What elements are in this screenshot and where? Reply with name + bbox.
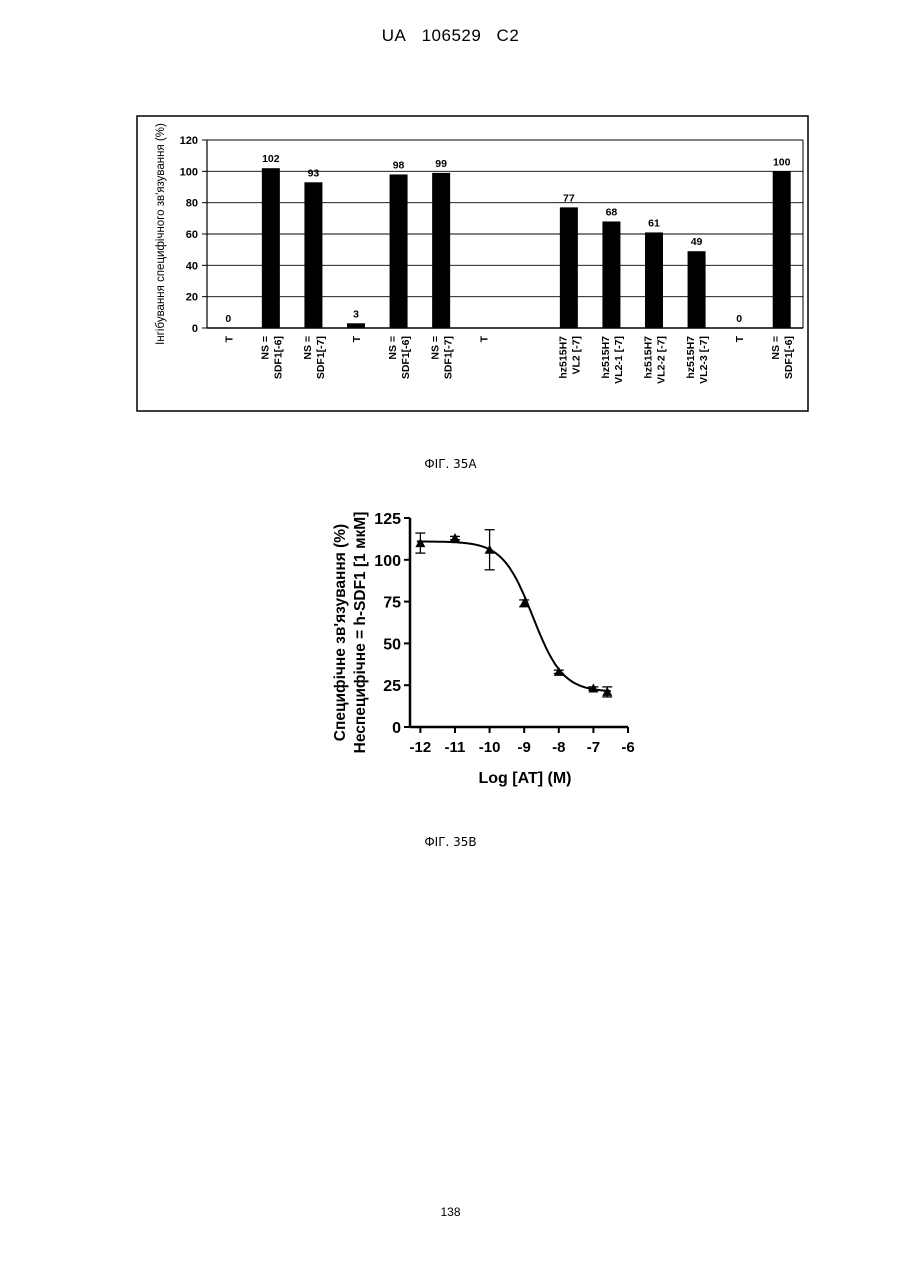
- x-tick-label: -6: [621, 739, 634, 756]
- x-category-label: hz515H7: [685, 336, 697, 379]
- data-point-triangle: [450, 533, 460, 542]
- x-category-label: T: [479, 335, 491, 342]
- x-category-label: SDF1[-7]: [443, 336, 455, 379]
- bar: [304, 182, 322, 328]
- bar: [262, 168, 280, 328]
- y-tick-label: 125: [374, 511, 401, 528]
- x-tick-label: -9: [518, 739, 531, 756]
- x-tick-label: -10: [479, 739, 501, 756]
- data-point-triangle: [415, 538, 425, 547]
- y-axis-title: Інгібування специфічного зв'язування (%): [155, 123, 167, 345]
- x-category-label: NS =: [302, 336, 314, 360]
- x-category-label: NS =: [259, 336, 271, 360]
- bar: [560, 207, 578, 328]
- x-category-label: VL2 [-7]: [570, 336, 582, 375]
- y-axis-title-line1: Специфічне зв'язування (%): [332, 524, 349, 741]
- y-tick-label: 0: [192, 323, 198, 335]
- x-category-label: VL2-1 [-7]: [613, 336, 625, 384]
- data-label: 68: [606, 206, 618, 218]
- x-tick-label: -7: [587, 739, 600, 756]
- y-tick-label: 40: [186, 260, 198, 272]
- x-category-label: VL2-3 [-7]: [698, 336, 710, 384]
- x-category-label: hz515H7: [600, 336, 612, 379]
- data-label: 93: [308, 167, 320, 179]
- y-axis-title-line2: Неспецифічне = h-SDF1 [1 мкМ]: [352, 512, 369, 754]
- data-label: 102: [262, 153, 280, 165]
- bar: [390, 174, 408, 328]
- bar: [432, 173, 450, 328]
- x-tick-label: -8: [552, 739, 565, 756]
- y-tick-label: 80: [186, 198, 198, 210]
- data-label: 0: [225, 313, 231, 325]
- x-category-label: NS =: [770, 336, 782, 360]
- data-label: 3: [353, 308, 359, 320]
- bar: [602, 221, 620, 328]
- bar: [688, 251, 706, 328]
- figure-caption-35b: ФІГ. 35В: [0, 835, 901, 849]
- data-label: 98: [393, 159, 405, 171]
- y-tick-label: 100: [180, 166, 198, 178]
- x-category-label: hz515H7: [557, 336, 569, 379]
- x-category-label: T: [223, 335, 235, 342]
- y-tick-label: 100: [374, 553, 401, 570]
- x-category-label: SDF1[-6]: [400, 336, 412, 379]
- data-label: 0: [736, 313, 742, 325]
- y-tick-label: 60: [186, 229, 198, 241]
- y-tick-label: 20: [186, 292, 198, 304]
- x-category-label: NS =: [430, 336, 442, 360]
- x-category-label: T: [734, 335, 746, 342]
- x-category-label: SDF1[-6]: [272, 336, 284, 379]
- figure-caption-35a: ФІГ. 35А: [0, 457, 901, 471]
- data-label: 61: [648, 217, 660, 229]
- x-category-label: hz515H7: [643, 336, 655, 379]
- x-category-label: NS =: [387, 336, 399, 360]
- data-label: 99: [435, 158, 447, 170]
- y-tick-label: 75: [383, 595, 401, 612]
- y-tick-label: 50: [383, 636, 401, 653]
- data-label: 49: [691, 236, 703, 248]
- y-tick-label: 0: [392, 720, 401, 737]
- bar-chart-35a: 0 20 40 60 80 100 120 Інгібування специфічного …: [0, 0, 901, 430]
- bar: [347, 323, 365, 328]
- data-label: 100: [773, 156, 791, 168]
- x-category-label: SDF1[-6]: [783, 336, 795, 379]
- x-category-label: T: [351, 335, 363, 342]
- x-tick-label: -12: [410, 739, 432, 756]
- dose-response-chart-35b: 0 25 50 75 100 125 -12 -11 -10 -9 -8 -7 -6 Log [AT] (…: [0, 470, 901, 800]
- data-point-triangle: [485, 545, 495, 554]
- x-axis-title: Log [AT] (M): [479, 770, 572, 787]
- bar: [773, 171, 791, 328]
- y-tick-label: 25: [383, 678, 401, 695]
- data-label: 77: [563, 192, 575, 204]
- x-tick-label: -11: [445, 739, 466, 756]
- x-category-label: VL2-2 [-7]: [656, 336, 668, 384]
- page-number: 138: [0, 1205, 901, 1219]
- x-category-label: SDF1[-7]: [315, 336, 327, 379]
- data-point-triangle: [554, 667, 564, 676]
- y-tick-label: 120: [180, 135, 198, 147]
- fit-curve: [417, 542, 611, 692]
- bar: [645, 232, 663, 328]
